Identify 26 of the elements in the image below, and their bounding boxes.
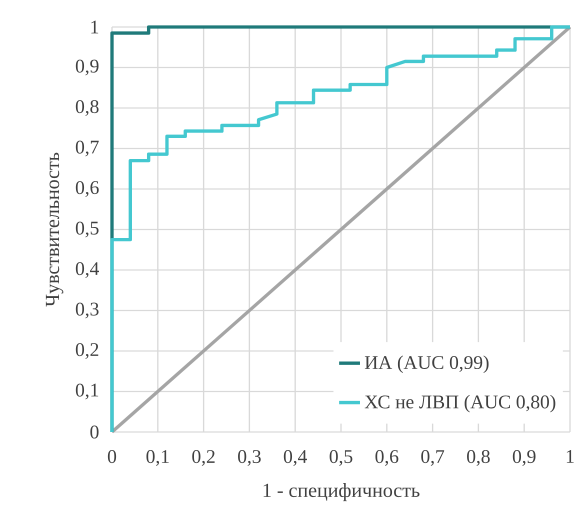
x-axis-title: 1 - специфичность: [264, 483, 420, 502]
y-tick-label: 0,7: [76, 140, 99, 156]
x-tick-label: 0,6: [375, 450, 398, 466]
x-tick-label: 1: [566, 450, 574, 463]
y-tick-label: 0,5: [76, 222, 99, 238]
x-tick-label: 0,7: [421, 450, 444, 466]
x-tick-label: 0,4: [284, 450, 307, 466]
y-tick-label: 0,4: [76, 262, 99, 278]
legend-label: ХС не ЛВП (AUC 0,80): [364, 394, 556, 412]
x-tick-label: 0: [108, 450, 116, 464]
y-tick-label: 1: [91, 20, 98, 34]
y-tick-label: 0,9: [76, 60, 99, 76]
x-tick-label: 0,9: [512, 450, 536, 466]
y-tick-label: 0,8: [76, 100, 99, 116]
y-tick-label: 0,1: [76, 384, 98, 400]
y-tick-label: 0,6: [76, 181, 99, 197]
x-tick-label: 0,3: [238, 450, 261, 466]
y-axis-title: Чувствительность: [46, 152, 64, 307]
x-tick-label: 0,1: [146, 450, 169, 466]
legend-label: ИА (AUC 0,99): [364, 355, 489, 373]
x-tick-label: 0,8: [467, 450, 490, 466]
y-tick-label: 0: [90, 425, 99, 439]
x-tick-label: 0,2: [192, 450, 215, 466]
y-tick-label: 0,2: [76, 343, 98, 359]
x-tick-label: 0,5: [330, 450, 352, 466]
y-tick-label: 0,3: [76, 302, 99, 318]
